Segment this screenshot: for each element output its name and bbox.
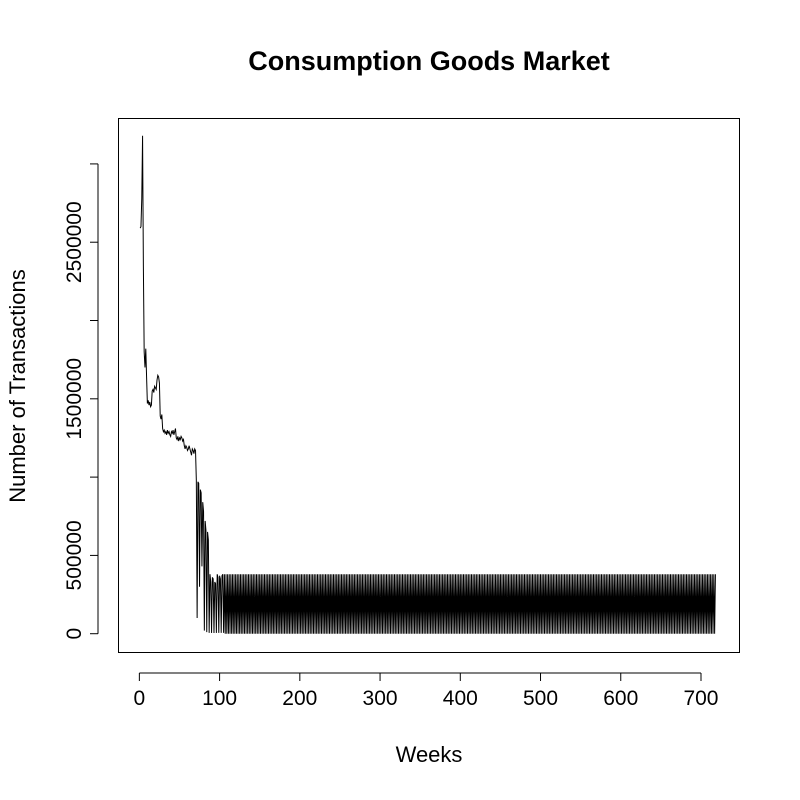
x-tick-label: 500 [523,687,558,710]
x-axis-label: Weeks [396,742,463,767]
x-tick-label: 600 [603,687,638,710]
x-tick-label: 300 [363,687,398,710]
transactions-series-line [139,135,716,634]
y-tick-label: 0 [63,628,86,640]
y-tick-label: 2500000 [63,201,86,283]
x-tick-label: 400 [443,687,478,710]
y-axis-label: Number of Transactions [5,269,30,503]
x-tick-label: 700 [683,687,718,710]
y-axis: 0 500000 1500000 2500000 [63,163,99,640]
x-tick-label: 0 [134,687,146,710]
x-tick-label: 100 [202,687,237,710]
x-axis: 0 100 200 300 400 500 600 700 [134,672,719,710]
chart-title: Consumption Goods Market [248,46,610,76]
series-group [139,135,716,634]
x-tick-label: 200 [282,687,317,710]
y-tick-label: 1500000 [63,358,86,440]
plot-area-border [118,118,740,653]
y-tick-label: 500000 [63,520,86,590]
